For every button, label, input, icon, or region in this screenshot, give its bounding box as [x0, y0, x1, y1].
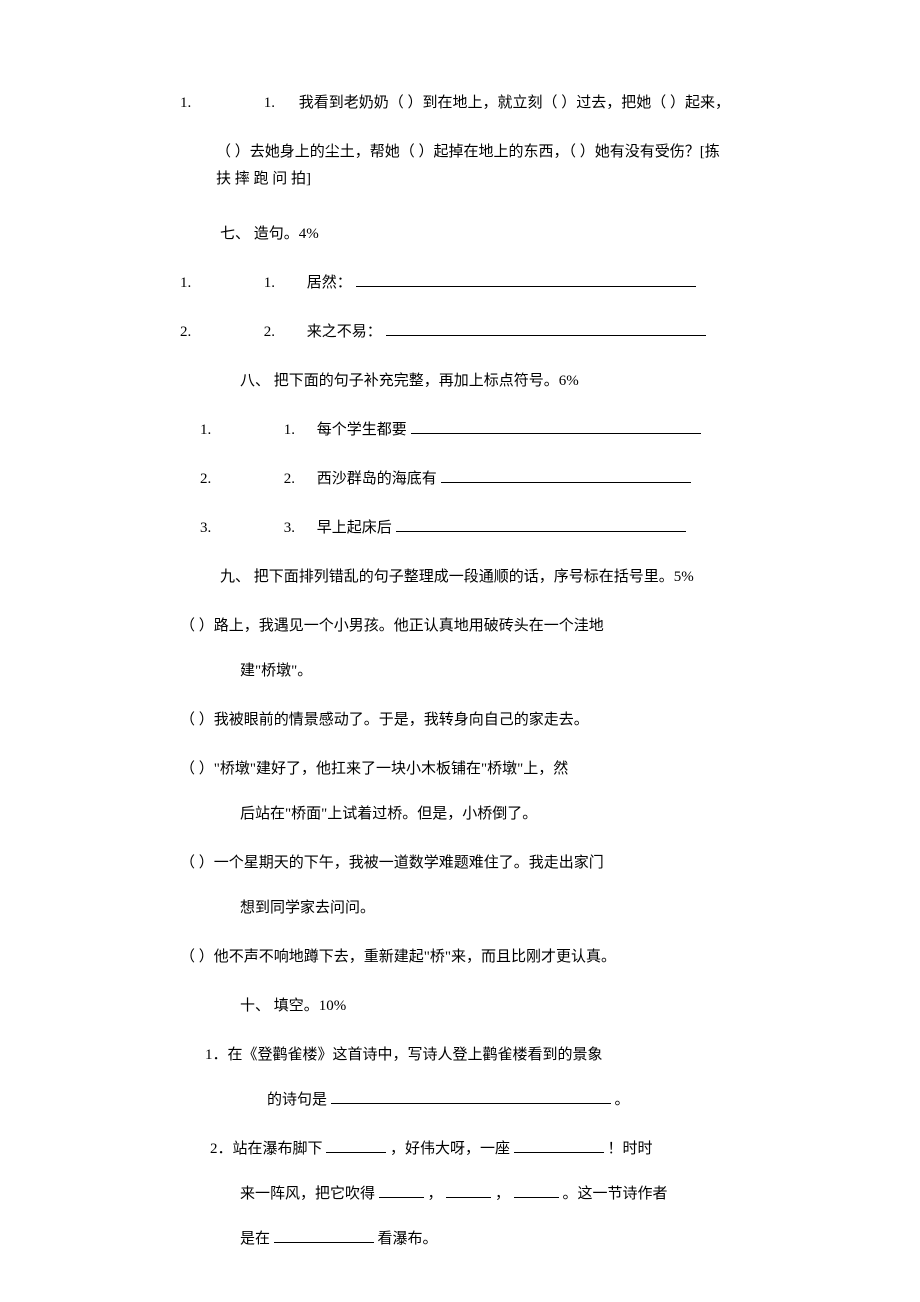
s10-q2-line3: 是在 看瀑布。: [210, 1226, 740, 1253]
s8-i2-blank[interactable]: [441, 482, 691, 483]
s8-i2-label: 西沙群岛的海底有: [317, 471, 437, 487]
s10-q2-p2: ，好伟大呀，一座: [390, 1141, 514, 1157]
s8-i1-num-inner: 1.: [284, 417, 295, 444]
s10-q1-line2-wrap: 的诗句是 。: [205, 1087, 740, 1114]
section7-header: 七、 造句。4%: [220, 221, 740, 248]
s9-i4-line2: 想到同学家去问问。: [180, 895, 740, 922]
s9-item-2: （ ）我被眼前的情景感动了。于是，我转身向自己的家走去。: [180, 707, 740, 734]
s8-i1-num-outer: 1.: [200, 417, 280, 444]
q6-num-inner: 1.: [264, 90, 275, 117]
s8-i1-blank[interactable]: [411, 433, 701, 434]
s10-q2-p1: 2．站在瀑布脚下: [210, 1141, 323, 1157]
s9-i4-line1: （ ）一个星期天的下午，我被一道数学难题难住了。我走出家门: [180, 850, 740, 877]
section8-item-2: 2. 2. 西沙群岛的海底有: [180, 466, 740, 493]
s7-i1-num-inner: 1.: [264, 270, 275, 297]
s10-q2-blank6[interactable]: [274, 1242, 374, 1243]
section10-header: 十、 填空。10%: [240, 993, 740, 1020]
s10-q1-prefix: 的诗句是: [267, 1092, 331, 1108]
s10-q2-line2: 来一阵风，把它吹得 ， ， 。这一节诗作者: [210, 1181, 740, 1208]
s8-i2-num-inner: 2.: [284, 466, 295, 493]
section8-header: 八、 把下面的句子补充完整，再加上标点符号。6%: [240, 368, 740, 395]
s10-q1-suffix: 。: [615, 1092, 630, 1108]
s10-q2-p4: 来一阵风，把它吹得: [240, 1186, 375, 1202]
s10-q1-line1: 1．在《登鹳雀楼》这首诗中，写诗人登上鹳雀楼看到的景象: [205, 1042, 740, 1069]
s9-item-4: （ ）一个星期天的下午，我被一道数学难题难住了。我走出家门 想到同学家去问问。: [180, 850, 740, 922]
s10-q2-p3: ！时时: [608, 1141, 653, 1157]
s8-i3-label: 早上起床后: [317, 520, 392, 536]
q6-line3: 扶 摔 跑 问 拍]: [180, 166, 740, 193]
s8-i2-num-outer: 2.: [200, 466, 280, 493]
s10-q2-blank4[interactable]: [446, 1197, 491, 1198]
s10-q2: 2．站在瀑布脚下 ，好伟大呀，一座 ！时时 来一阵风，把它吹得 ， ， 。这一节…: [180, 1136, 740, 1253]
section9-header: 九、 把下面排列错乱的句子整理成一段通顺的话，序号标在括号里。5%: [220, 564, 740, 591]
q6-text1: 我看到老奶奶（ ）到在地上，就立刻（ ）过去，把她（ ）起来，: [299, 95, 730, 111]
section8-item-3: 3. 3. 早上起床后: [180, 515, 740, 542]
s7-i2-num-inner: 2.: [264, 319, 275, 346]
s9-i5-line1: （ ）他不声不响地蹲下去，重新建起"桥"来，而且比刚才更认真。: [180, 944, 740, 971]
s9-item-3: （ ）"桥墩"建好了，他扛来了一块小木板铺在"桥墩"上，然 后站在"桥面"上试着…: [180, 756, 740, 828]
s9-i3-line2: 后站在"桥面"上试着过桥。但是，小桥倒了。: [180, 801, 740, 828]
s9-i1-line2: 建"桥墩"。: [180, 658, 740, 685]
q6-text3: 扶 摔 跑 问 拍]: [216, 171, 311, 187]
s7-i1-label: 居然：: [307, 275, 352, 291]
s9-item-5: （ ）他不声不响地蹲下去，重新建起"桥"来，而且比刚才更认真。: [180, 944, 740, 971]
q6-line2: （ ）去她身上的尘土，帮她（ ）起掉在地上的东西，（ ）她有没有受伤？[拣: [180, 139, 740, 166]
s10-q2-blank5[interactable]: [514, 1197, 559, 1198]
s8-i3-num-outer: 3.: [200, 515, 280, 542]
s7-i2-blank[interactable]: [386, 335, 706, 336]
s10-q1: 1．在《登鹳雀楼》这首诗中，写诗人登上鹳雀楼看到的景象 的诗句是 。: [180, 1042, 740, 1114]
q6-item: 1. 1. 我看到老奶奶（ ）到在地上，就立刻（ ）过去，把她（ ）起来，: [180, 90, 740, 117]
section7-item-1: 1. 1. 居然：: [180, 270, 740, 297]
s10-q2-blank1[interactable]: [326, 1152, 386, 1153]
s10-q2-p5: ，: [428, 1186, 443, 1202]
q6-text2: （ ）去她身上的尘土，帮她（ ）起掉在地上的东西，（ ）她有没有受伤？[拣: [216, 144, 720, 160]
s10-q2-line1: 2．站在瀑布脚下 ，好伟大呀，一座 ！时时: [210, 1136, 740, 1163]
s8-i3-num-inner: 3.: [284, 515, 295, 542]
s10-q2-p7: 。这一节诗作者: [563, 1186, 668, 1202]
s10-q2-p9: 看瀑布。: [378, 1231, 438, 1247]
s10-q2-blank3[interactable]: [379, 1197, 424, 1198]
s8-i1-label: 每个学生都要: [317, 422, 407, 438]
s9-item-1: （ ）路上，我遇见一个小男孩。他正认真地用破砖头在一个洼地 建"桥墩"。: [180, 613, 740, 685]
s10-q2-p6: ，: [495, 1186, 510, 1202]
s9-i3-line1: （ ）"桥墩"建好了，他扛来了一块小木板铺在"桥墩"上，然: [180, 756, 740, 783]
s7-i1-num-outer: 1.: [180, 270, 260, 297]
s8-i3-blank[interactable]: [396, 531, 686, 532]
s9-i2-line1: （ ）我被眼前的情景感动了。于是，我转身向自己的家走去。: [180, 707, 740, 734]
s9-i1-line1: （ ）路上，我遇见一个小男孩。他正认真地用破砖头在一个洼地: [180, 613, 740, 640]
s10-q2-p8: 是在: [240, 1231, 270, 1247]
s7-i2-num-outer: 2.: [180, 319, 260, 346]
s7-i2-label: 来之不易：: [307, 324, 382, 340]
s10-q1-blank[interactable]: [331, 1103, 611, 1104]
section7-item-2: 2. 2. 来之不易：: [180, 319, 740, 346]
q6-num-outer: 1.: [180, 90, 260, 117]
s7-i1-blank[interactable]: [356, 286, 696, 287]
s10-q2-blank2[interactable]: [514, 1152, 604, 1153]
section8-item-1: 1. 1. 每个学生都要: [180, 417, 740, 444]
